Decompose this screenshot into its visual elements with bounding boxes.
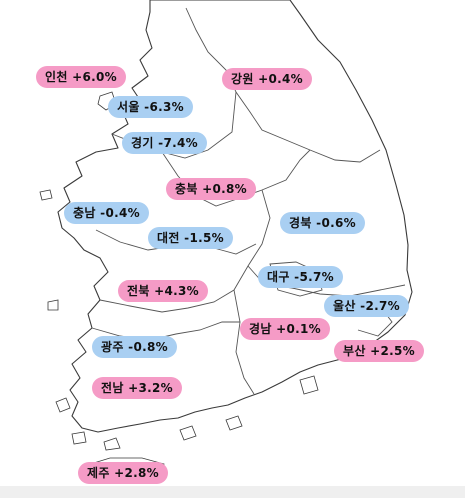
south-island-1 xyxy=(179,425,197,441)
southwest-island-3 xyxy=(103,437,121,451)
region-label-gwangju: 광주 -0.8% xyxy=(92,336,177,358)
bottom-strip xyxy=(0,486,465,498)
southwest-island-1 xyxy=(55,397,71,413)
region-label-ulsan: 울산 -2.7% xyxy=(324,295,409,317)
region-label-busan: 부산 +2.5% xyxy=(334,340,424,362)
gangwon-border xyxy=(185,7,381,163)
western-island-2 xyxy=(47,299,59,311)
region-label-chungnam: 충남 -0.4% xyxy=(64,202,149,224)
region-label-jeonnam: 전남 +3.2% xyxy=(92,377,182,399)
region-label-incheon: 인천 +6.0% xyxy=(36,66,126,88)
region-label-seoul: 서울 -6.3% xyxy=(108,96,193,118)
geoje-island xyxy=(299,375,319,395)
southwest-island-2 xyxy=(71,431,87,445)
region-label-chungbuk: 충북 +0.8% xyxy=(166,178,256,200)
south-island-2 xyxy=(225,415,243,431)
region-label-jeju: 제주 +2.8% xyxy=(78,462,168,484)
region-label-gyeongbuk: 경북 -0.6% xyxy=(280,212,365,234)
daegu-border xyxy=(269,261,323,297)
western-island-1 xyxy=(39,189,53,201)
gyeongnam-border xyxy=(233,289,255,395)
region-label-gyeongnam: 경남 +0.1% xyxy=(240,318,330,340)
region-label-gangwon: 강원 +0.4% xyxy=(222,68,312,90)
region-label-jeonbuk: 전북 +4.3% xyxy=(118,280,208,302)
region-label-gyeonggi: 경기 -7.4% xyxy=(122,132,207,154)
region-label-daegu: 대구 -5.7% xyxy=(258,266,343,288)
region-label-daejeon: 대전 -1.5% xyxy=(148,227,233,249)
